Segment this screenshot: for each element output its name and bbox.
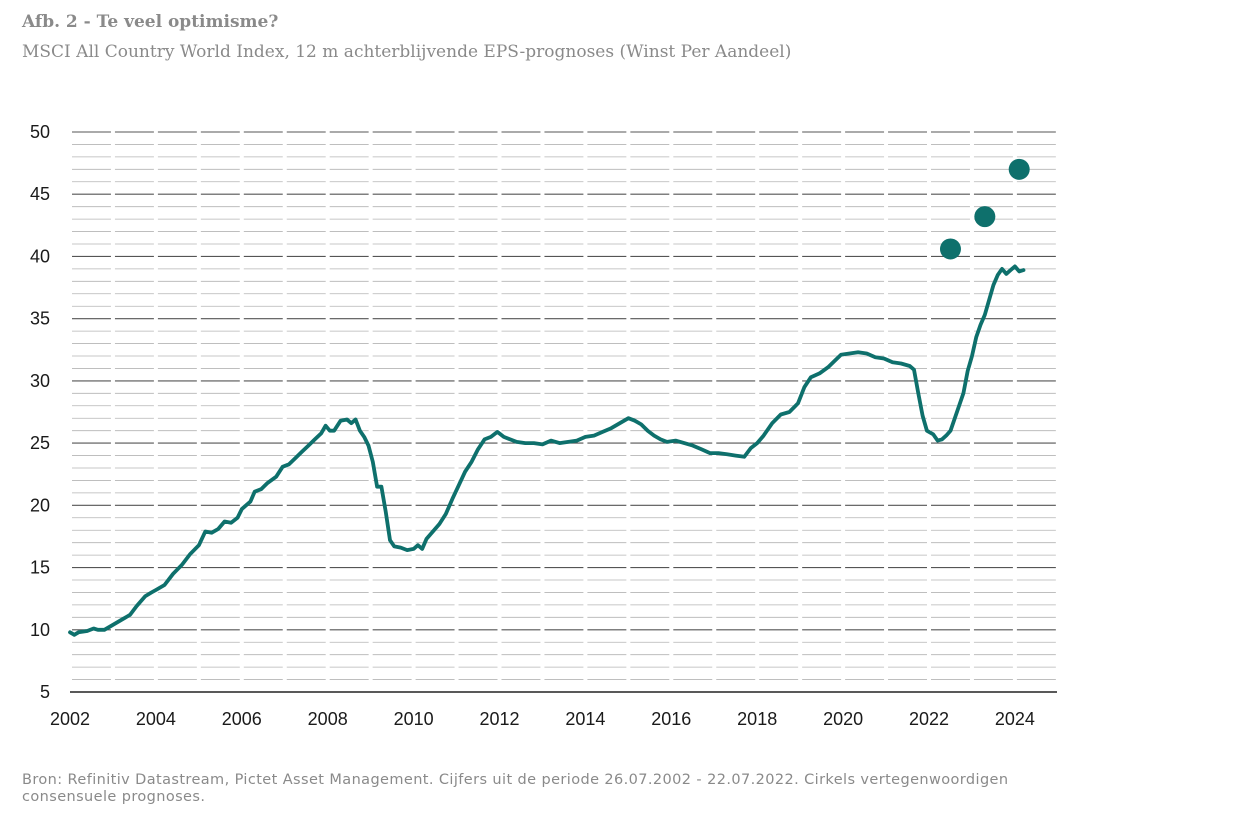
y-tick-label: 40 [30,246,50,266]
grid-lines [68,128,1060,691]
series [68,158,1030,637]
y-tick-label: 35 [30,309,50,329]
x-tick-label: 2010 [394,709,434,729]
x-tick-label: 2020 [823,709,863,729]
x-tick-label: 2024 [995,709,1035,729]
y-tick-label: 10 [30,620,50,640]
forecast-point [1008,158,1030,180]
y-tick-label: 15 [30,558,50,578]
y-axis-ticks: 5 10 15 20 25 30 35 40 45 50 [30,122,50,702]
chart-title: Afb. 2 - Te veel optimisme? [22,12,279,32]
y-tick-label: 50 [30,122,50,142]
y-tick-label: 25 [30,433,50,453]
y-tick-label: 20 [30,495,50,515]
x-axis-ticks: 2002 2004 2006 2008 2010 2012 2014 2016 2018 2020… [50,709,1035,729]
forecast-point [939,238,961,260]
eps-series-line [68,264,1026,637]
x-tick-label: 2016 [651,709,691,729]
x-tick-label: 2008 [308,709,348,729]
y-tick-label: 30 [30,371,50,391]
y-tick-label: 5 [40,682,50,702]
x-tick-label: 2014 [565,709,605,729]
x-tick-label: 2012 [479,709,519,729]
x-tick-label: 2022 [909,709,949,729]
x-tick-label: 2018 [737,709,777,729]
chart-subtitle: MSCI All Country World Index, 12 m achte… [22,42,792,62]
x-tick-label: 2006 [222,709,262,729]
y-tick-label: 45 [30,184,50,204]
source-note: Bron: Refinitiv Datastream, Pictet Asset… [22,772,1009,805]
x-tick-label: 2004 [136,709,176,729]
eps-line-chart: 5 10 15 20 25 30 35 40 45 50 2002 2004 2006 2008 2010… [29,122,1060,729]
forecast-point [974,206,996,228]
x-tick-label: 2002 [50,709,90,729]
